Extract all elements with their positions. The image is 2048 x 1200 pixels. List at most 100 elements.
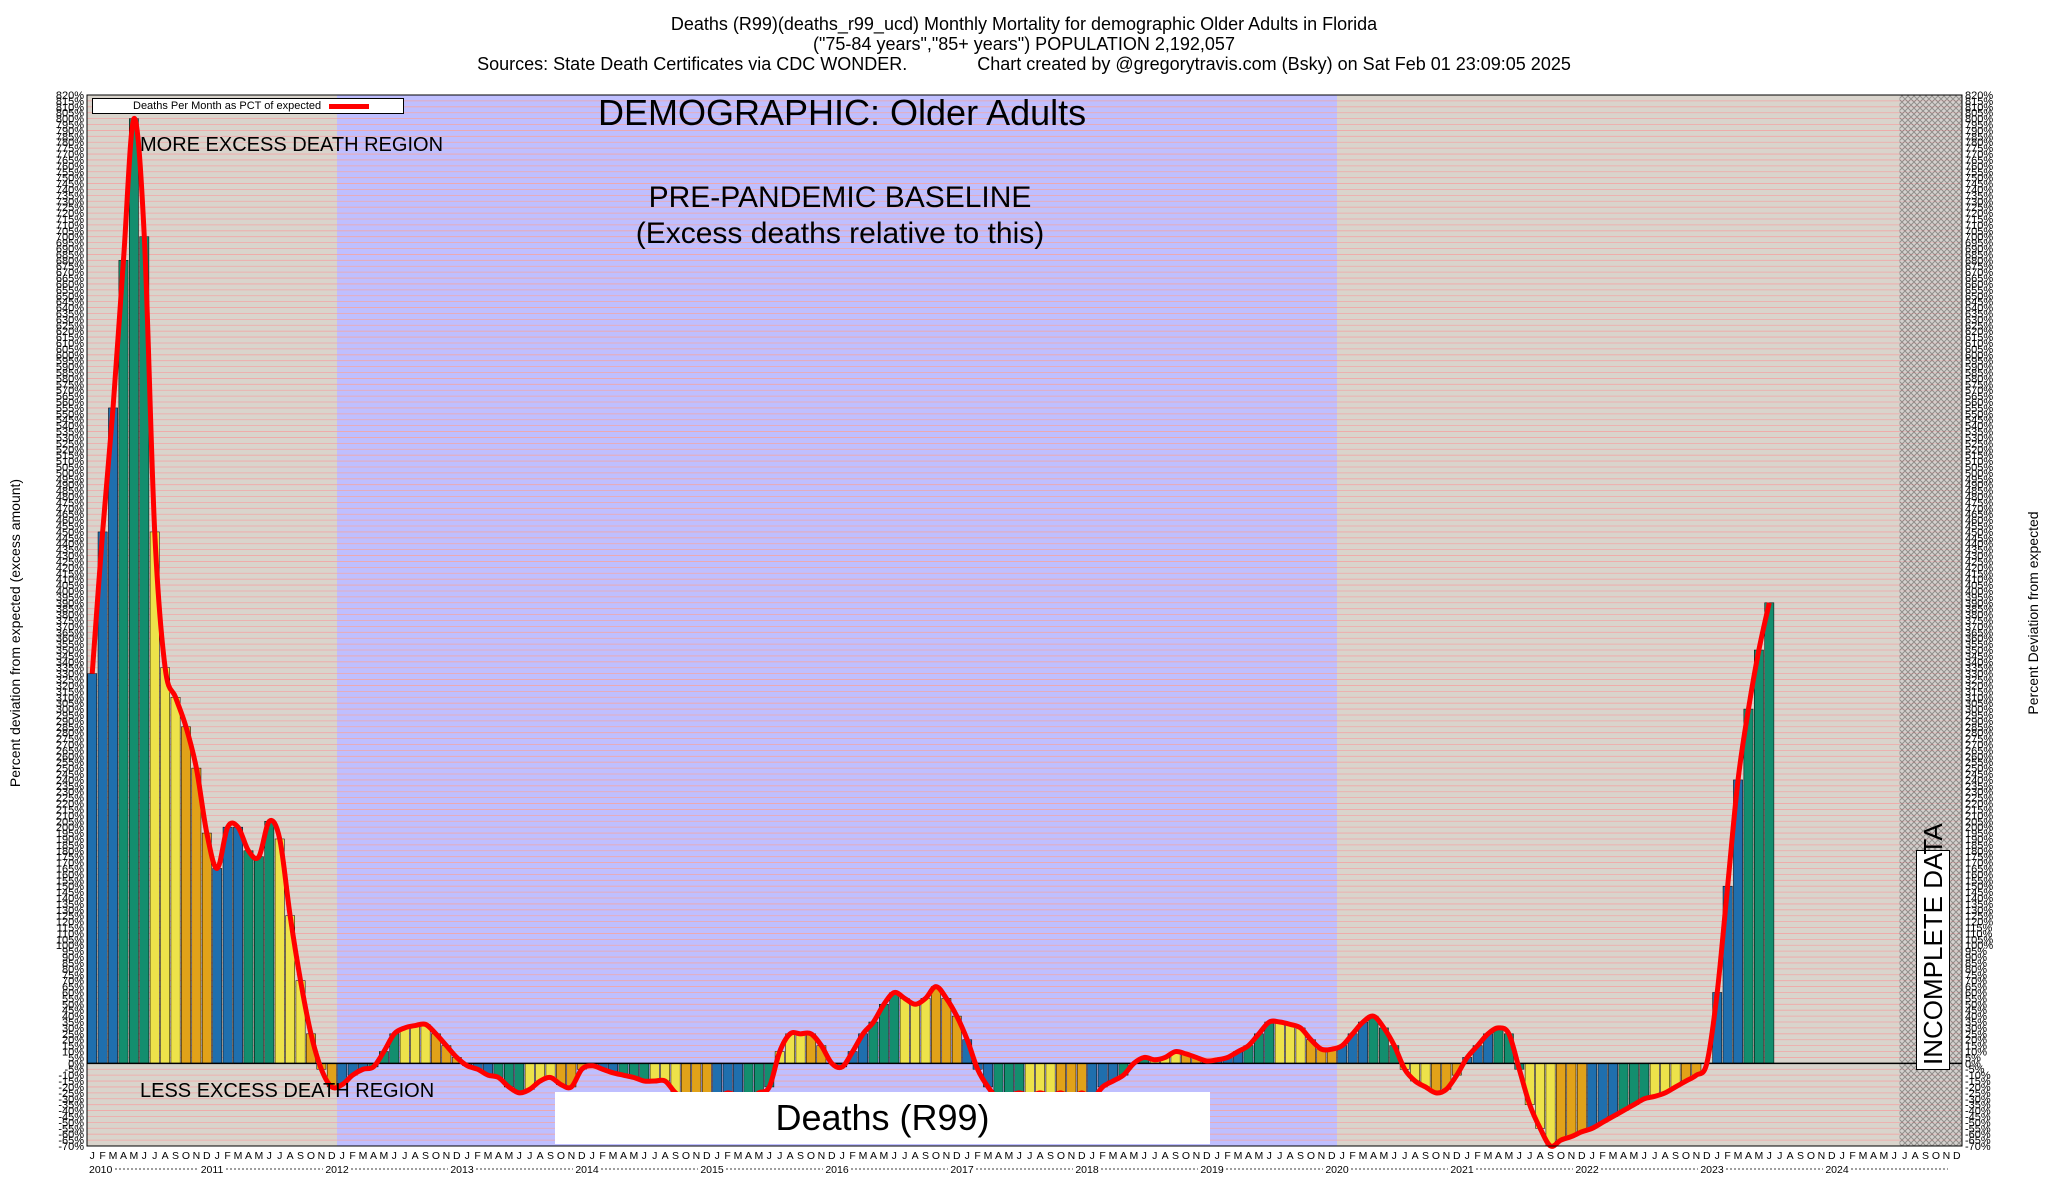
y-tick-label-right: 570% [1965, 385, 1993, 397]
y-tick-label-right: 340% [1965, 657, 1993, 669]
x-tick-month-label: J [1777, 1150, 1782, 1162]
y-tick-label-right: 500% [1965, 468, 1993, 480]
x-tick-month-label: J [1840, 1150, 1845, 1162]
y-tick-label-left: 625% [56, 320, 84, 332]
y-tick-label-left: 330% [56, 669, 84, 681]
x-tick-month-label: A [370, 1150, 377, 1162]
trend-line [89, 116, 1772, 1149]
bar [1754, 649, 1764, 1064]
x-tick-month-label: J [1392, 1150, 1397, 1162]
bar [129, 118, 139, 1064]
y-tick-label-left: 720% [56, 208, 84, 220]
x-tick-month-label: O [1057, 1150, 1065, 1162]
y-tick-label-right: 565% [1965, 391, 1993, 403]
y-tick-label-left: 560% [56, 397, 84, 409]
x-tick-month-label: F [599, 1150, 605, 1162]
bar [795, 1033, 806, 1064]
y-tick-label-left: 30% [62, 1023, 84, 1035]
x-tick-month-label: J [902, 1150, 907, 1162]
x-tick-year-label: 2023 [1700, 1164, 1724, 1176]
x-tick-month-label: J [590, 1150, 595, 1162]
y-tick-label-right: 495% [1965, 474, 1993, 486]
y-tick-label-right: 105% [1965, 934, 1993, 946]
y-tick-label-right: 695% [1965, 238, 1993, 250]
bar [931, 986, 941, 1064]
y-tick-label-right: 260% [1965, 751, 1993, 763]
x-tick-month-label: N [1443, 1150, 1451, 1162]
y-tick-label-left: 400% [56, 586, 84, 598]
y-tick-label-left: 95% [62, 946, 84, 958]
bar [1285, 1024, 1295, 1064]
bar [1618, 1063, 1629, 1111]
y-tick-label-left: 730% [56, 196, 84, 208]
y-tick-label-left: 120% [56, 917, 84, 929]
y-tick-label-right: 530% [1965, 432, 1993, 444]
x-tick-month-label: M [755, 1150, 764, 1162]
x-tick-month-label: J [142, 1150, 147, 1162]
x-tick-month-label: J [90, 1150, 95, 1162]
y-tick-label-right: 130% [1965, 905, 1993, 917]
x-tick-month-label: J [267, 1150, 272, 1162]
x-tick-month-label: D [1328, 1150, 1336, 1162]
y-tick-label-left: 600% [56, 350, 84, 362]
y-tick-label-right: 670% [1965, 267, 1993, 279]
y-tick-label-left: 385% [56, 604, 84, 616]
x-tick-month-label: A [495, 1150, 502, 1162]
y-tick-label-right: 60% [1965, 987, 1987, 999]
y-tick-label-right: 285% [1965, 722, 1993, 734]
x-tick-month-label: A [662, 1150, 669, 1162]
y-tick-label-left: 585% [56, 368, 84, 380]
x-tick-month-label: D [1078, 1150, 1086, 1162]
y-tick-label-right: 40% [1965, 1011, 1987, 1023]
y-tick-label-right: 360% [1965, 633, 1993, 645]
y-tick-label-left: 130% [56, 905, 84, 917]
y-tick-label-right: 615% [1965, 332, 1993, 344]
x-tick-month-label: S [672, 1150, 679, 1162]
y-tick-label-left: 25% [62, 1029, 84, 1041]
y-tick-label-right: 430% [1965, 551, 1993, 563]
y-tick-label-left: 500% [56, 468, 84, 480]
x-tick-month-label: J [1715, 1150, 1720, 1162]
y-tick-label-left: -20% [58, 1082, 84, 1094]
y-tick-label-right: 320% [1965, 680, 1993, 692]
y-tick-label-left: 245% [56, 769, 84, 781]
x-tick-month-label: J [1590, 1150, 1595, 1162]
y-tick-label-right: 115% [1965, 923, 1993, 935]
y-tick-label-left: 505% [56, 462, 84, 474]
y-tick-label-right: 165% [1965, 863, 1993, 875]
y-tick-label-right: 200% [1965, 822, 1993, 834]
y-tick-label-left: 230% [56, 787, 84, 799]
x-tick-month-label: O [807, 1150, 815, 1162]
x-tick-month-label: M [1005, 1150, 1014, 1162]
bar [1274, 1021, 1285, 1064]
y-tick-label-left: 140% [56, 893, 84, 905]
y-tick-label-right: 605% [1965, 344, 1993, 356]
y-tick-label-right: 625% [1965, 320, 1993, 332]
x-tick-month-label: A [1162, 1150, 1169, 1162]
y-tick-label-left: -10% [58, 1070, 84, 1082]
x-tick-month-label: A [537, 1150, 544, 1162]
x-tick-month-label: J [402, 1150, 407, 1162]
x-tick-month-label: J [767, 1150, 772, 1162]
x-tick-month-label: J [1340, 1150, 1345, 1162]
y-tick-label-right: -25% [1965, 1088, 1991, 1100]
x-tick-month-label: D [1703, 1150, 1711, 1162]
y-tick-label-right: 265% [1965, 745, 1993, 757]
x-tick-month-label: F [1724, 1150, 1730, 1162]
y-tick-label-right: -10% [1965, 1070, 1991, 1082]
y-tick-label-right: 755% [1965, 167, 1993, 179]
y-tick-label-left: 210% [56, 810, 84, 822]
x-tick-month-label: A [120, 1150, 127, 1162]
x-tick-month-label: J [1652, 1150, 1657, 1162]
x-tick-month-label: O [682, 1150, 690, 1162]
x-tick-month-label: F [1474, 1150, 1480, 1162]
x-tick-month-label: S [1297, 1150, 1304, 1162]
y-tick-label-right: 475% [1965, 497, 1993, 509]
x-tick-month-label: N [1693, 1150, 1701, 1162]
y-tick-label-right: 70% [1965, 976, 1987, 988]
y-tick-label-left: 315% [56, 686, 84, 698]
y-tick-label-left: 515% [56, 450, 84, 462]
y-tick-label-right: 735% [1965, 190, 1993, 202]
y-tick-label-left: 820% [56, 90, 84, 102]
y-tick-label-right: 720% [1965, 208, 1993, 220]
